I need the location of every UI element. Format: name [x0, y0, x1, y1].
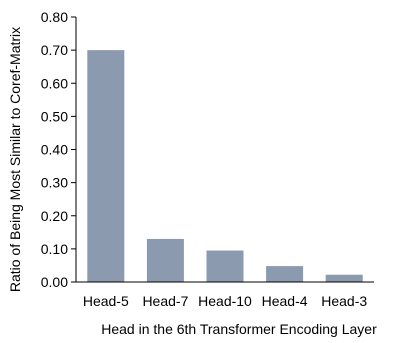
bars — [87, 50, 363, 282]
y-tick-label: 0.40 — [41, 142, 68, 158]
y-tick-label: 0.30 — [41, 175, 68, 191]
bar-head-3 — [325, 274, 363, 282]
y-tick-label: 0.80 — [41, 9, 68, 25]
y-tick-label: 0.00 — [41, 274, 68, 290]
x-axis-title: Head in the 6th Transformer Encoding Lay… — [101, 321, 377, 337]
y-tick-label: 0.10 — [41, 241, 68, 257]
bar-head-10 — [206, 250, 244, 282]
y-axis-ticks: 0.00 0.10 0.20 0.30 0.40 0.50 0.60 0.70 0.80 — [41, 9, 76, 290]
bar-head-4 — [266, 266, 304, 282]
y-tick-label: 0.70 — [41, 42, 68, 58]
bar-head-7 — [146, 238, 184, 282]
x-tick-label: Head-3 — [321, 293, 367, 309]
x-axis-ticks: Head-5 Head-7 Head-10 Head-4 Head-3 — [83, 293, 368, 309]
x-tick-label: Head-5 — [83, 293, 129, 309]
y-tick-label: 0.60 — [41, 75, 68, 91]
y-tick-label: 0.50 — [41, 108, 68, 124]
x-tick-label: Head-7 — [142, 293, 188, 309]
y-tick-label: 0.20 — [41, 208, 68, 224]
x-tick-label: Head-4 — [262, 293, 308, 309]
x-tick-label: Head-10 — [198, 293, 252, 309]
y-axis-title: Ratio of Being Most Similar to Coref-Mat… — [7, 27, 23, 292]
bar-head-5 — [87, 50, 125, 282]
